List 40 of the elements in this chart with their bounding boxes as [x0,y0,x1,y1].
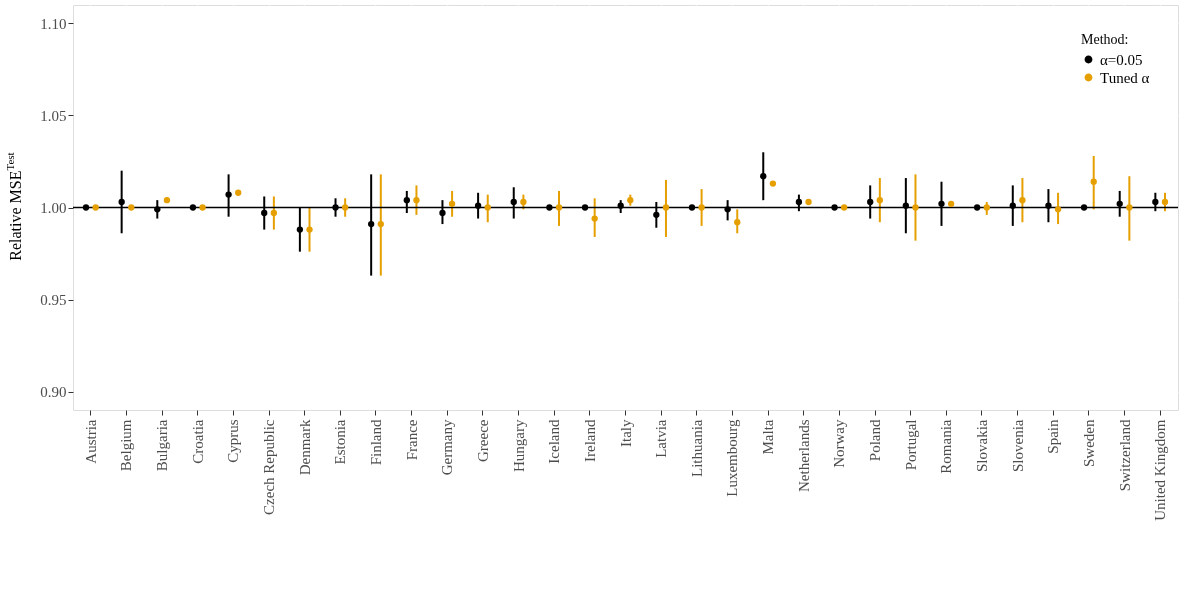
x-tick-label: Sweden [1080,419,1097,467]
x-tick-label: Slovakia [973,419,990,472]
x-tick-label: Spain [1045,419,1062,454]
y-tick-label: 1.05 [40,107,67,124]
y-tick-label: 1.00 [40,200,67,216]
x-tick-label: Lithuania [688,419,705,477]
x-tick-label: Italy [617,419,634,447]
x-tick-label: Denmark [296,419,313,476]
x-tick-label: Iceland [546,419,563,464]
x-tick-label: Greece [474,419,491,462]
y-axis-title: Relative MSETest [4,152,24,261]
x-tick-label: Ireland [581,419,598,462]
legend-title: Method: [1081,32,1129,47]
x-tick-label: United Kingdom [1152,419,1169,521]
x-tick-label: Hungary [510,419,527,472]
x-tick-label: Belgium [118,419,135,472]
x-tick-label: Bulgaria [154,419,171,472]
y-tick-label: 0.90 [40,384,67,401]
x-tick-label: Estonia [332,419,349,465]
y-tick-label: 1.10 [40,15,67,32]
x-tick-label: Slovenia [1009,419,1026,472]
x-tick-label: Norway [831,419,848,468]
x-tick-label: France [403,419,420,461]
x-tick-label: Croatia [189,419,206,464]
x-tick-label: Malta [760,419,777,455]
x-tick-label: Cyprus [225,419,242,463]
x-tick-label: Romania [938,419,955,474]
x-tick-label: Luxembourg [724,419,741,497]
x-tick-label: Austria [82,419,99,464]
x-tick-label: Czech Republic [261,419,278,515]
y-tick-label: 0.95 [40,292,67,309]
legend-label: Tuned α [1100,69,1150,86]
x-tick-label: Latvia [653,419,670,458]
x-tick-label: Finland [367,419,384,466]
x-tick-label: Portugal [902,419,919,471]
x-tick-label: Germany [439,419,456,476]
legend-label: α=0.05 [1100,51,1143,68]
x-tick-label: Switzerland [1116,419,1133,492]
x-tick-label: Netherlands [795,419,812,492]
x-tick-label: Poland [867,419,884,462]
